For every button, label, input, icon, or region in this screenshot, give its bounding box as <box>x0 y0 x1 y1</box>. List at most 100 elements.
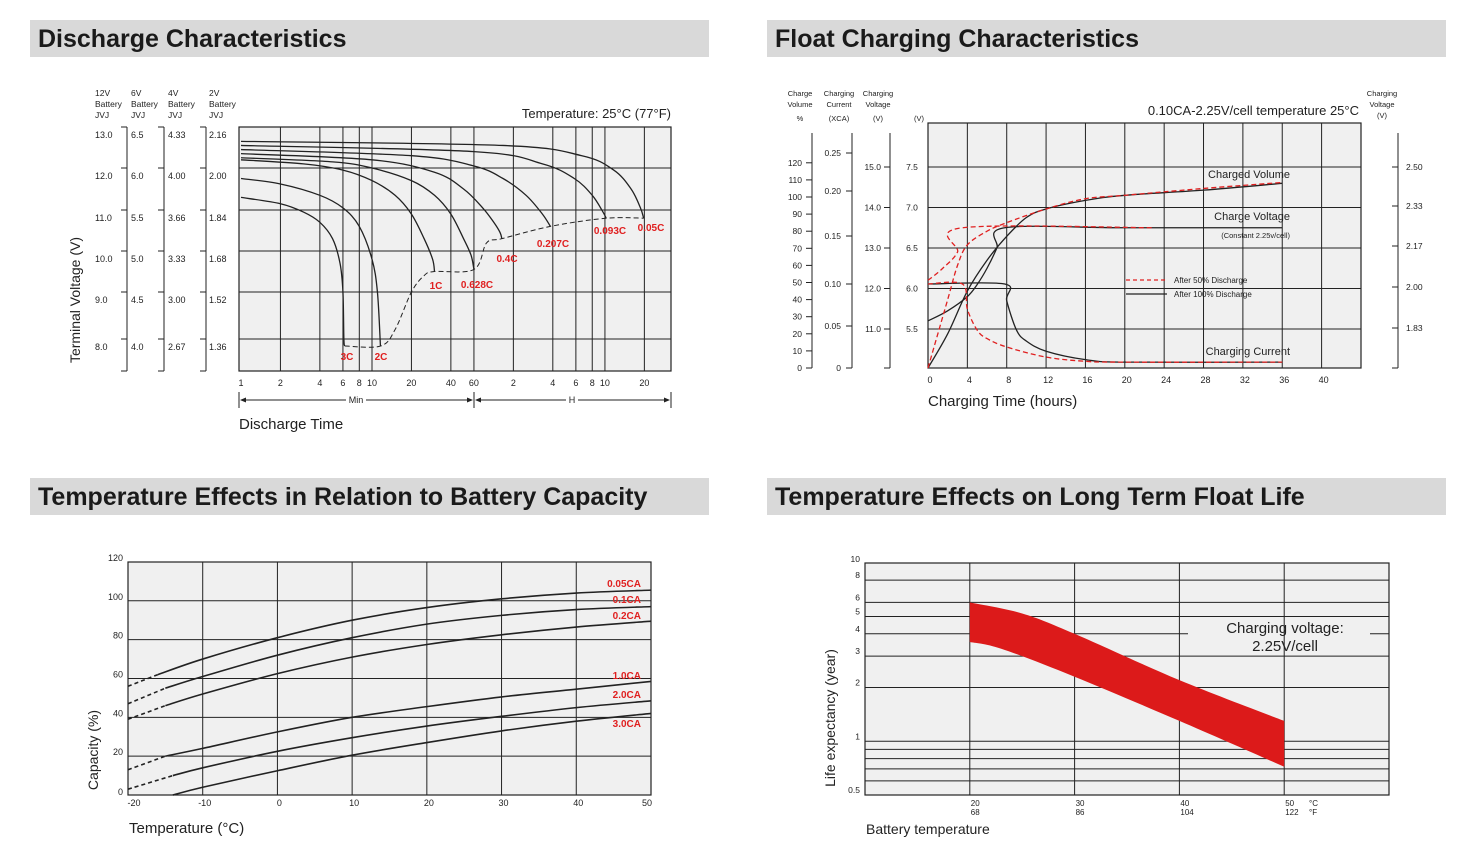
current-tick-label: 0.10 <box>824 279 841 289</box>
y-axis-header: % <box>797 114 804 123</box>
label-background <box>566 394 578 405</box>
x-tick-label: 60 <box>469 378 479 388</box>
life-x-axis-label: Battery temperature <box>866 821 990 837</box>
y-tick-label: 40 <box>113 708 123 718</box>
x-tick-fahrenheit: 68 <box>971 808 980 817</box>
discharge-rate-label-0.628C: 0.628C <box>461 280 493 291</box>
current-tick-label: 0 <box>836 363 841 373</box>
discharge-curve-3C <box>240 196 346 347</box>
right-axis-header: Charging <box>1367 89 1397 98</box>
y-tick-label: 8 <box>855 570 860 580</box>
x-tick-label: 1 <box>238 378 243 388</box>
capacity-y-axis-label: Capacity (%) <box>85 710 101 790</box>
capacity-curve-0.05CA <box>157 589 652 676</box>
discharge-rate-label-1C: 1C <box>430 281 443 292</box>
discharge-rate-label-0.4C: 0.4C <box>496 254 517 265</box>
volume-tick-label: 90 <box>793 209 803 219</box>
y-axis-header: JVJ <box>168 110 182 120</box>
capacity-extrapolation-0.2CA <box>127 704 166 721</box>
end-voltage-dashed-line <box>344 217 644 348</box>
series-label-2.0ca: 2.0CA <box>613 690 641 701</box>
capacity-curve-1.0CA <box>165 680 652 757</box>
x-tick-label: 4 <box>317 378 322 388</box>
discharge-curve-0.05C <box>240 140 645 219</box>
cell-voltage-tick-label: 7.5 <box>906 162 918 172</box>
y-tick-label: 4.0 <box>131 342 144 352</box>
x-tick-label: 40 <box>1319 375 1329 385</box>
charging-current-label: Charging Current <box>1206 346 1290 358</box>
y-tick-label: 9.0 <box>95 295 108 305</box>
series-label-1.0ca: 1.0CA <box>613 671 641 682</box>
y-tick-label: 1.52 <box>209 295 227 305</box>
y-tick-label: 1 <box>855 731 860 741</box>
discharge-x-axis-label: Discharge Time <box>239 416 343 433</box>
x-tick-label: 36 <box>1279 375 1289 385</box>
after-50-charge-voltage-curve <box>927 225 1155 281</box>
temp-capacity-title: Temperature Effects in Relation to Batte… <box>38 483 648 511</box>
capacity-extrapolation-1.0CA <box>127 755 166 771</box>
y-tick-label: 12.0 <box>95 171 113 181</box>
discharge-rate-label-3C: 3C <box>341 352 354 363</box>
y-tick-label: 120 <box>108 553 123 563</box>
y-axis-header: 2V <box>209 88 220 98</box>
y-tick-label: 4.00 <box>168 171 186 181</box>
float-life-section-header: Temperature Effects on Long Term Float L… <box>767 478 1446 515</box>
discharge-rate-label-0.207C: 0.207C <box>537 239 569 250</box>
voltage-tick-label: 11.0 <box>865 324 881 334</box>
current-tick-label: 0.20 <box>824 186 841 196</box>
y-tick-label: 5.0 <box>131 254 144 264</box>
right-tick-label: 2.00 <box>1406 282 1423 292</box>
after-50-charged-volume-curve <box>927 181 1283 369</box>
life-y-axis-label: Life expectancy (year) <box>822 649 838 787</box>
y-axis-header: 4V <box>168 88 179 98</box>
series-label-0.2ca: 0.2CA <box>613 611 641 622</box>
y-tick-label: 80 <box>113 631 123 641</box>
capacity-x-axis-label: Temperature (°C) <box>129 820 244 837</box>
float-title: Float Charging Characteristics <box>775 25 1139 53</box>
x-tick-label: 0 <box>927 375 932 385</box>
y-tick-label: 11.0 <box>95 213 112 223</box>
x-tick-label: 6 <box>340 378 345 388</box>
y-tick-label: 10.0 <box>95 254 113 264</box>
x-tick-label: 10 <box>600 378 610 388</box>
x-tick-celsius: 20 <box>971 799 980 808</box>
x-tick-fahrenheit: 86 <box>1076 808 1085 817</box>
charging-voltage-annotation-line2: 2.25V/cell <box>1252 638 1318 655</box>
volume-tick-label: 20 <box>793 329 803 339</box>
float-life-title: Temperature Effects on Long Term Float L… <box>775 483 1305 511</box>
y-axis-header: Voltage <box>865 100 890 109</box>
float-chart-title: 0.10CA-2.25V/cell temperature 25°C <box>1148 103 1359 118</box>
discharge-rate-label-2C: 2C <box>375 352 388 363</box>
right-axis-header: (V) <box>1377 111 1388 120</box>
fahrenheit-unit-label: °F <box>1309 808 1317 817</box>
current-tick-label: 0.05 <box>824 321 841 331</box>
x-tick-label: 12 <box>1043 375 1053 385</box>
hours-segment-label: H <box>569 395 576 405</box>
right-tick-label: 2.50 <box>1406 162 1423 172</box>
y-tick-label: 3.33 <box>168 254 186 264</box>
life-expectancy-band <box>969 602 1285 767</box>
volume-tick-label: 60 <box>793 260 803 270</box>
x-tick-label: 24 <box>1161 375 1171 385</box>
label-background <box>346 394 366 405</box>
y-axis-header: Battery <box>168 99 196 109</box>
y-axis-header: Volume <box>787 100 812 109</box>
volume-tick-label: 50 <box>793 278 803 288</box>
y-tick-label: 5 <box>855 607 860 617</box>
cell-voltage-tick-label: 6.0 <box>906 284 918 294</box>
celsius-unit-label: °C <box>1309 799 1318 808</box>
charged-volume-label: Charged Volume <box>1208 169 1290 181</box>
y-axis-header: Battery <box>95 99 123 109</box>
y-tick-label: 6.5 <box>131 130 144 140</box>
y-tick-label: 2.16 <box>209 130 227 140</box>
charge-voltage-label: Charge Voltage <box>1214 211 1290 223</box>
x-tick-label: 0 <box>277 798 282 808</box>
discharge-rate-label-0.05C: 0.05C <box>638 223 665 234</box>
series-label-3.0ca: 3.0CA <box>613 719 641 730</box>
x-tick-label: 20 <box>1122 375 1132 385</box>
after-100-charging-current-curve <box>927 282 1283 363</box>
x-tick-label: 6 <box>573 378 578 388</box>
charging-voltage-annotation-line1: Charging voltage: <box>1226 620 1344 637</box>
y-tick-label: 1.36 <box>209 342 227 352</box>
